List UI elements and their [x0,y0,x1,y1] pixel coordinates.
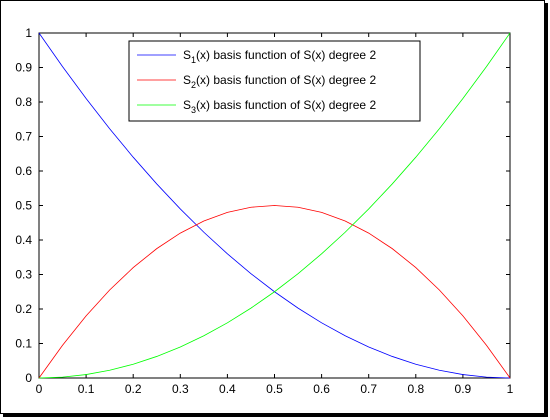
legend: S1(x) basis function of S(x) degree 2S2(… [128,40,421,122]
x-tick-label: 1 [507,382,514,396]
x-tick-label: 0.8 [407,382,424,396]
figure-frame: 0 0.1 0.2 0.3 0.4 0.5 0.6 0.7 0.8 0.9 1 0 0.1 0.2 0.3 0… [0,0,545,414]
legend-label-s3: S3(x) basis function of S(x) degree 2 [183,98,376,115]
legend-label-s1: S1(x) basis function of S(x) degree 2 [183,48,376,65]
x-tick-label: 0 [36,382,43,396]
y-tick-label: 0.6 [15,164,32,178]
legend-box [128,40,421,122]
x-tick-label: 0.2 [125,382,142,396]
y-tick-label: 1 [25,26,32,40]
legend-label-text: (x) basis function of S(x) degree 2 [196,48,376,62]
legend-label-text: (x) basis function of S(x) degree 2 [196,98,376,112]
line-chart: 0 0.1 0.2 0.3 0.4 0.5 0.6 0.7 0.8 0.9 1 0 0.1 0.2 0.3 0… [15,26,513,396]
series-line-s2 [38,205,511,379]
y-tick-label: 0.5 [15,199,32,213]
y-tick-label: 0.9 [15,61,32,75]
legend-label-main: S [183,48,191,62]
legend-label-subscript: 1 [191,55,196,65]
x-tick-label: 0.7 [360,382,377,396]
y-tick-label: 0.7 [15,130,32,144]
series-line-s3 [38,32,511,379]
legend-label-subscript: 2 [191,80,196,90]
legend-label-main: S [183,73,191,87]
y-tick-label: 0.4 [15,233,32,247]
y-tick-label: 0.2 [15,302,32,316]
x-tick-label: 0.3 [172,382,189,396]
x-tick-label: 0.1 [78,382,95,396]
y-tick-label: 0.8 [15,95,32,109]
legend-label-s2: S2(x) basis function of S(x) degree 2 [183,73,376,90]
legend-label-text: (x) basis function of S(x) degree 2 [196,73,376,87]
x-tick-label: 0.5 [266,382,283,396]
x-tick-label: 0.6 [313,382,330,396]
legend-label-subscript: 3 [191,105,196,115]
y-tick-label: 0.3 [15,268,32,282]
axis-ticks: 0 0.1 0.2 0.3 0.4 0.5 0.6 0.7 0.8 0.9 1 0 0.1 0.2 0.3 0… [15,26,513,396]
y-tick-label: 0 [25,371,32,385]
legend-label-main: S [183,98,191,112]
x-tick-label: 0.9 [455,382,472,396]
x-tick-label: 0.4 [219,382,236,396]
y-tick-label: 0.1 [15,337,32,351]
series-lines [38,32,511,379]
